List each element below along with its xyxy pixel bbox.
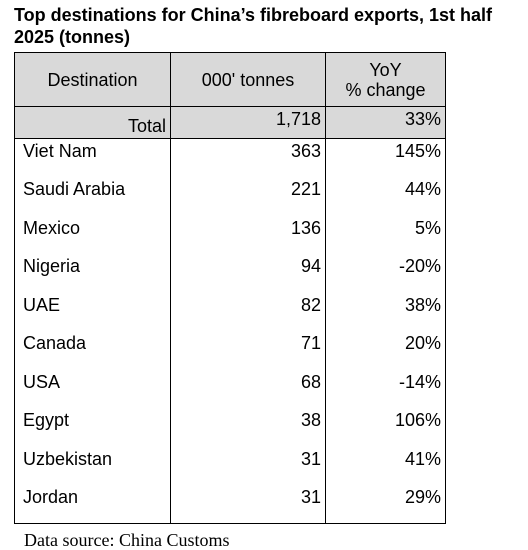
total-yoy: 33% [325,106,446,139]
cell-destination: Uzbekistan [14,446,171,485]
cell-yoy: 29% [325,485,446,524]
header-row: Destination 000' tonnes YoY % change [14,52,446,107]
cell-destination: Saudi Arabia [14,177,171,216]
cell-yoy: 5% [325,215,446,254]
cell-tonnes: 71 [170,331,326,370]
header-tonnes: 000' tonnes [170,52,326,107]
exports-table: Destination 000' tonnes YoY % change Tot… [14,52,446,524]
cell-yoy: 20% [325,331,446,370]
cell-yoy: 145% [325,138,446,177]
cell-tonnes: 82 [170,292,326,331]
cell-yoy: -14% [325,369,446,408]
table-row: Nigeria 94 -20% [14,254,446,293]
cell-destination: Mexico [14,215,171,254]
cell-yoy: 106% [325,408,446,447]
total-tonnes: 1,718 [170,106,326,139]
header-yoy-line1: YoY [369,59,402,80]
table-row: Jordan 31 29% [14,485,446,524]
header-yoy-line2: % change [345,79,426,100]
cell-yoy: 44% [325,177,446,216]
cell-tonnes: 31 [170,485,326,524]
cell-tonnes: 94 [170,254,326,293]
header-yoy: YoY % change [325,52,446,107]
cell-yoy: 41% [325,446,446,485]
cell-destination: Viet Nam [14,138,171,177]
total-label: Total [14,106,171,139]
cell-tonnes: 136 [170,215,326,254]
cell-yoy: -20% [325,254,446,293]
cell-destination: Egypt [14,408,171,447]
table-row: Uzbekistan 31 41% [14,446,446,485]
header-destination: Destination [14,52,171,107]
table-row: Egypt 38 106% [14,408,446,447]
cell-tonnes: 38 [170,408,326,447]
table-row: Canada 71 20% [14,331,446,370]
cell-tonnes: 68 [170,369,326,408]
chart-title: Top destinations for China’s fibreboard … [14,5,493,47]
data-source: Data source: China Customs [24,530,230,550]
table-row: USA 68 -14% [14,369,446,408]
table-row: UAE 82 38% [14,292,446,331]
table-row: Mexico 136 5% [14,215,446,254]
cell-destination: USA [14,369,171,408]
cell-tonnes: 31 [170,446,326,485]
table-row: Saudi Arabia 221 44% [14,177,446,216]
table-row: Viet Nam 363 145% [14,138,446,177]
cell-tonnes: 363 [170,138,326,177]
total-row: Total 1,718 33% [14,106,446,139]
cell-tonnes: 221 [170,177,326,216]
cell-destination: UAE [14,292,171,331]
cell-destination: Jordan [14,485,171,524]
cell-yoy: 38% [325,292,446,331]
cell-destination: Canada [14,331,171,370]
cell-destination: Nigeria [14,254,171,293]
